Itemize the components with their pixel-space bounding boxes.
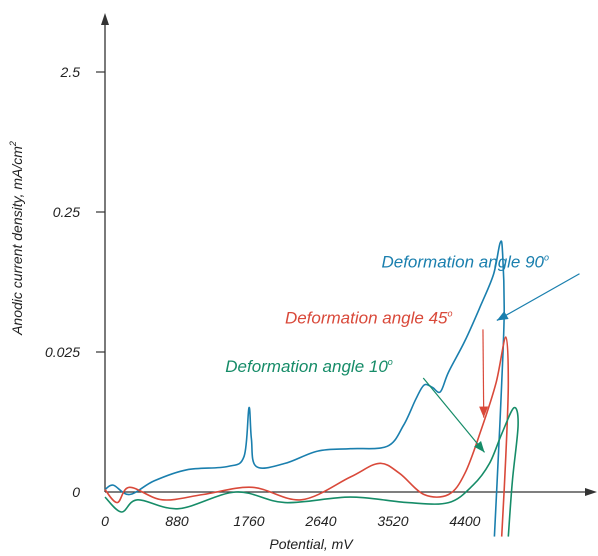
- y-tick-label: 0.25: [53, 204, 80, 220]
- y-tick-label: 0: [72, 484, 80, 500]
- series-group: [104, 240, 519, 537]
- y-axis-title: Anodic current density, mA/cm2: [8, 141, 25, 336]
- y-axis-title-superscript: 2: [8, 141, 18, 147]
- annotation-arrowhead-icon: [479, 406, 489, 418]
- annotation-degree-sup: o: [544, 253, 549, 263]
- annotation-arrowhead-icon: [474, 440, 485, 453]
- x-tick-label: 880: [165, 513, 189, 529]
- annotation-label: Deformation angle 45o: [285, 308, 453, 327]
- annotation-arrow-line: [482, 329, 485, 418]
- series-line-2: [104, 406, 519, 537]
- y-axis-title-text: Anodic current density, mA/cm: [9, 146, 25, 336]
- annotation-arrow-line: [422, 377, 486, 453]
- y-axis-arrow-icon: [101, 13, 109, 25]
- annotation-text: Deformation angle 90: [381, 253, 544, 272]
- annotation-degree-sup: o: [448, 308, 453, 318]
- ticks: 0 880 1760 2640 3520 4400 0 0.025 0.25 2.5: [45, 64, 481, 529]
- annotation-degree-sup: o: [388, 357, 393, 367]
- x-tick-label: 3520: [377, 513, 408, 529]
- x-tick-label: 1760: [233, 513, 264, 529]
- x-tick-label: 0: [101, 513, 109, 529]
- series-line-0: [104, 240, 506, 537]
- annotation-text: Deformation angle 45: [285, 308, 448, 327]
- annotation-arrow-line: [496, 273, 580, 321]
- series-line-1: [104, 336, 510, 537]
- axes: [101, 13, 597, 496]
- annotation-arrowhead-icon: [496, 311, 509, 321]
- x-axis-title: Potential, mV: [269, 536, 354, 552]
- x-tick-label: 4400: [449, 513, 480, 529]
- x-axis-arrow-icon: [585, 488, 597, 496]
- x-tick-label: 2640: [304, 513, 336, 529]
- y-tick-label: 2.5: [60, 64, 81, 80]
- annotation-text: Deformation angle 10: [225, 357, 388, 376]
- annotation-label: Deformation angle 90o: [381, 253, 549, 272]
- annotation-label: Deformation angle 10o: [225, 357, 393, 376]
- y-tick-label: 0.025: [45, 344, 80, 360]
